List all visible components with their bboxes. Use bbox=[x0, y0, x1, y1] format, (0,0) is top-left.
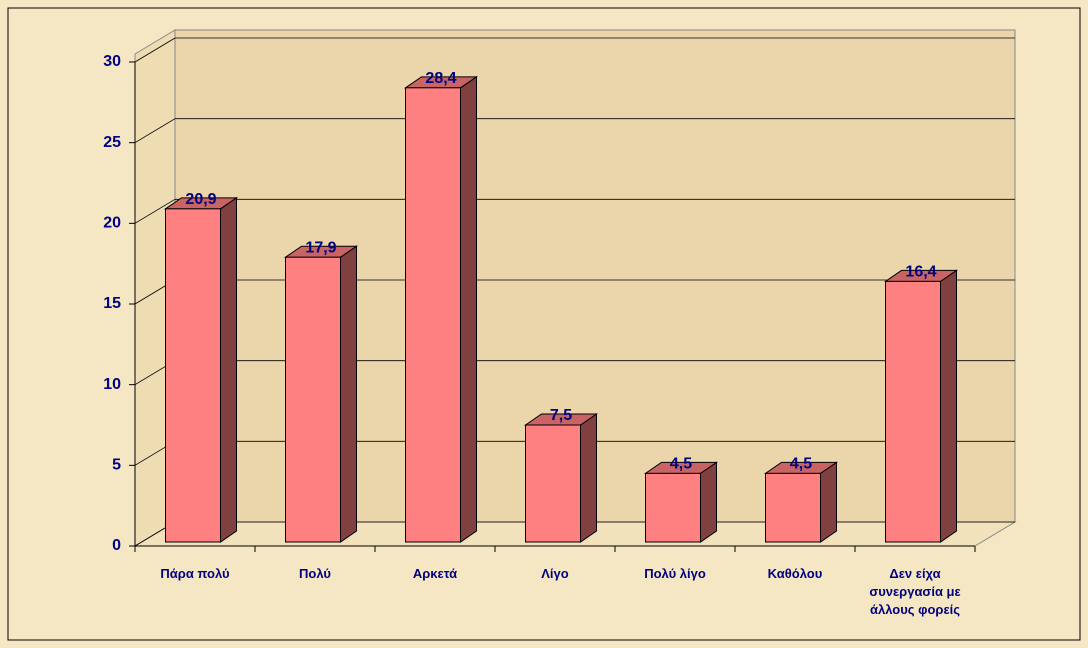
x-tick-label: Λίγο bbox=[541, 566, 569, 581]
value-label: 20,9 bbox=[185, 191, 216, 208]
bar bbox=[765, 472, 821, 543]
bar-side bbox=[940, 269, 957, 543]
x-tick-label: Αρκετά bbox=[412, 566, 458, 581]
bar-side bbox=[460, 75, 477, 543]
bar-side bbox=[580, 413, 597, 543]
bar-side bbox=[700, 461, 717, 543]
y-tick-label: 15 bbox=[103, 295, 121, 312]
grid-line bbox=[134, 37, 176, 63]
x-tick-label: Πολύ λίγο bbox=[644, 566, 706, 581]
bar bbox=[165, 208, 221, 543]
value-label: 28,4 bbox=[425, 70, 456, 87]
bar bbox=[405, 87, 461, 543]
bar bbox=[285, 256, 341, 543]
value-label: 4,5 bbox=[790, 456, 812, 473]
x-tick-label: Πολύ bbox=[299, 566, 331, 581]
y-tick-label: 30 bbox=[103, 53, 121, 70]
y-tick-label: 20 bbox=[103, 215, 121, 232]
bar-side bbox=[820, 461, 837, 543]
y-tick-label: 0 bbox=[112, 537, 121, 554]
y-tick-label: 10 bbox=[103, 376, 121, 393]
y-tick-label: 5 bbox=[112, 457, 121, 474]
bar bbox=[645, 472, 701, 543]
value-label: 4,5 bbox=[670, 456, 692, 473]
value-label: 16,4 bbox=[905, 264, 936, 281]
y-tick-label: 25 bbox=[103, 134, 121, 151]
bar-side bbox=[340, 245, 357, 543]
value-label: 17,9 bbox=[305, 239, 336, 256]
grid-line bbox=[134, 198, 176, 224]
bar-side bbox=[220, 196, 237, 543]
x-tick-label: Καθόλου bbox=[767, 566, 823, 581]
x-tick-label: Δεν είχα συνεργασία με άλλους φορείς bbox=[869, 566, 961, 617]
bar bbox=[885, 280, 941, 543]
grid-line bbox=[134, 118, 176, 144]
x-tick-label: Πάρα πολύ bbox=[160, 566, 230, 581]
bar bbox=[525, 424, 581, 543]
value-label: 7,5 bbox=[550, 407, 572, 424]
